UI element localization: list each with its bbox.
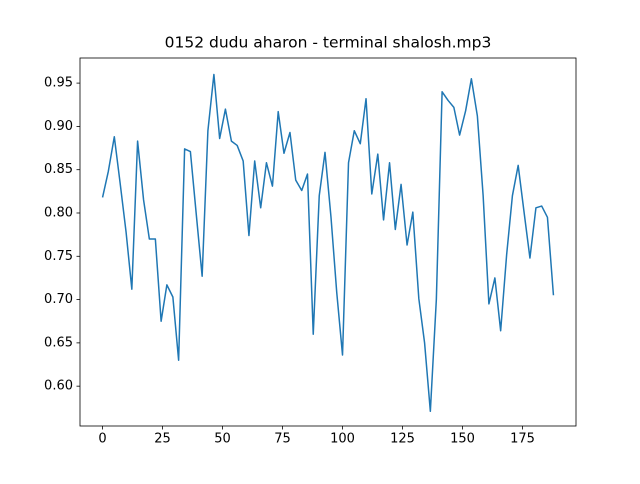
x-tick-label: 125 [390, 432, 415, 447]
plot-frame [79, 57, 577, 427]
y-tick-label: 0.60 [44, 379, 73, 394]
x-tick-label: 150 [450, 432, 475, 447]
x-tick-label: 25 [154, 432, 171, 447]
y-tick-label: 0.80 [44, 205, 73, 220]
y-tick-label: 0.70 [44, 292, 73, 307]
y-tick-label: 0.90 [44, 119, 73, 134]
x-tick-label: 75 [274, 432, 291, 447]
x-tick-label: 175 [510, 432, 535, 447]
x-tick-label: 50 [214, 432, 231, 447]
y-tick-label: 0.85 [44, 162, 73, 177]
y-tick-label: 0.75 [44, 249, 73, 264]
y-tick-label: 0.95 [44, 76, 73, 91]
x-tick-label: 100 [330, 432, 355, 447]
y-tick-label: 0.65 [44, 335, 73, 350]
chart-title: 0152 dudu aharon - terminal shalosh.mp3 [165, 34, 492, 52]
x-tick-label: 0 [98, 432, 106, 447]
data-line [101, 73, 555, 413]
